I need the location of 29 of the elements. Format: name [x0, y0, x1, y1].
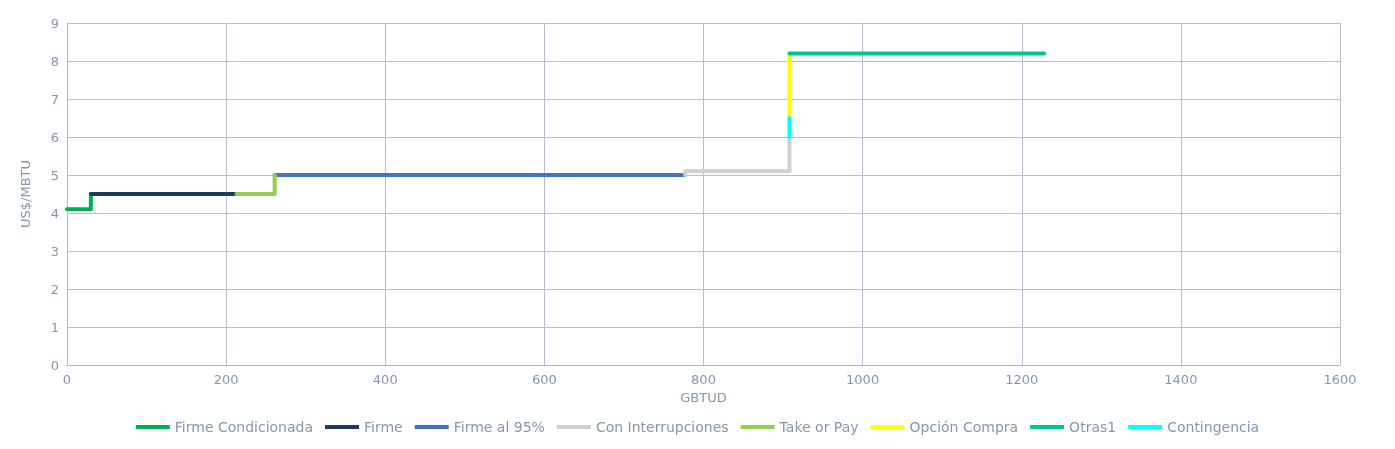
y-tick-label: 9 — [50, 15, 59, 31]
y-tick-label: 1 — [50, 319, 59, 335]
y-tick-label: 6 — [50, 129, 59, 145]
y-tick-label: 3 — [50, 243, 59, 259]
legend-label: Con Interrupciones — [595, 419, 729, 435]
legend-label: Take or Pay — [778, 419, 859, 435]
y-tick-label: 4 — [50, 205, 59, 221]
x-tick-label: 200 — [213, 372, 239, 387]
x-tick-label: 1200 — [1005, 372, 1039, 387]
x-tick-label: 800 — [691, 372, 716, 387]
x-tick-label: 400 — [372, 372, 398, 387]
legend-label: Otras1 — [1069, 419, 1117, 435]
legend-label: Contingencia — [1167, 419, 1260, 435]
y-axis-title: US$/MBTU — [18, 159, 33, 229]
x-tick-label: 0 — [62, 372, 72, 387]
legend-label: Firme Condicionada — [174, 419, 314, 435]
x-tick-label: 1000 — [846, 372, 880, 387]
y-tick-label: 8 — [50, 53, 59, 69]
legend-label: Firme al 95% — [453, 419, 545, 435]
y-tick-label: 0 — [50, 357, 59, 373]
x-axis-title: GBTUD — [680, 389, 727, 405]
x-tick-label: 1400 — [1164, 372, 1198, 387]
x-tick-label: 1600 — [1323, 372, 1357, 387]
x-tick-label: 600 — [531, 372, 557, 387]
y-tick-label: 7 — [50, 91, 59, 107]
legend-label: Firme — [364, 419, 403, 435]
y-tick-label: 5 — [50, 167, 59, 183]
legend-label: Opción Compra — [909, 419, 1019, 435]
y-tick-label: 2 — [50, 281, 59, 297]
